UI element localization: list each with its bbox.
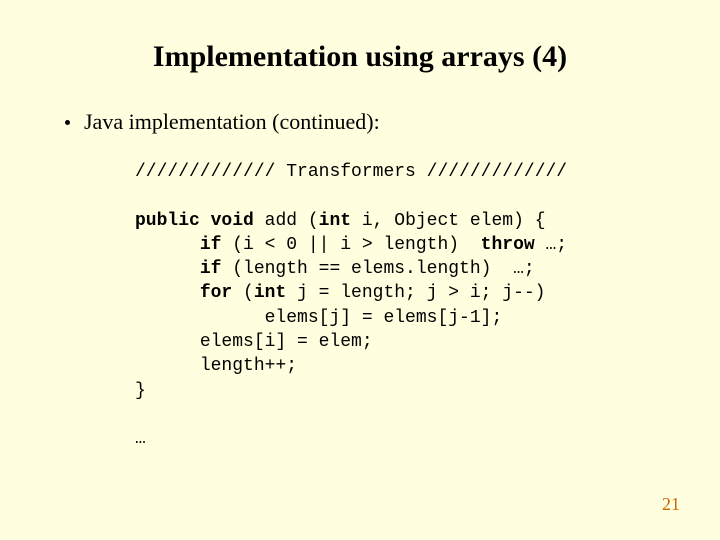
kw-for: for [200, 283, 232, 303]
kw-public: public [135, 211, 200, 231]
if2-rest: (length == elems.length) …; [221, 259, 534, 279]
kw-if1: if [200, 235, 222, 255]
kw-if2: if [200, 259, 222, 279]
kw-throw: throw [481, 235, 535, 255]
bullet-text: Java implementation (continued): [84, 109, 380, 135]
if1-cond: (i < 0 || i > length) [221, 235, 480, 255]
close-brace: } [135, 381, 146, 401]
code-block: ///////////// Transformers /////////////… [135, 160, 675, 452]
ellipsis: … [135, 429, 146, 449]
kw-int2: int [254, 283, 286, 303]
assign-line: elems[i] = elem; [200, 332, 373, 352]
code-sep-right: ///////////// [427, 162, 567, 182]
page-number: 21 [662, 494, 680, 515]
code-sep-left: ///////////// [135, 162, 275, 182]
code-sep-label: Transformers [275, 162, 426, 182]
fn-sig-mid: add ( [254, 211, 319, 231]
kw-void: void [211, 211, 254, 231]
inc-line: length++; [200, 356, 297, 376]
fn-sig-rest: i, Object elem) { [351, 211, 545, 231]
if1-end: …; [535, 235, 567, 255]
for-b: j = length; j > i; j--) [286, 283, 545, 303]
bullet-dot-icon [65, 120, 70, 125]
bullet-item: Java implementation (continued): [65, 109, 675, 135]
kw-int1: int [319, 211, 351, 231]
slide-title: Implementation using arrays (4) [45, 40, 675, 74]
for-body: elems[j] = elems[j-1]; [265, 308, 503, 328]
for-a: ( [232, 283, 254, 303]
